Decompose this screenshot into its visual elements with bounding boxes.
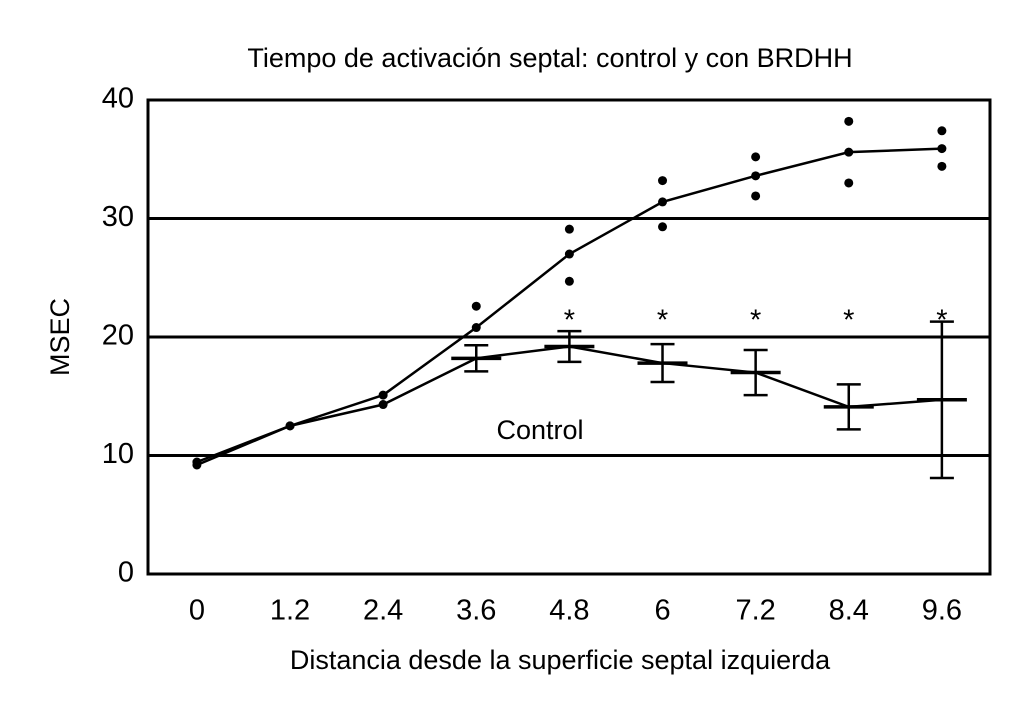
chart-title: Tiempo de activación septal: control y c… — [247, 43, 852, 73]
data-point — [751, 152, 761, 162]
significance-marker: * — [936, 305, 947, 337]
data-point — [844, 147, 854, 157]
significance-marker: * — [750, 305, 761, 337]
data-point — [378, 400, 388, 410]
series-label: Control — [496, 415, 583, 445]
y-tick-label: 20 — [102, 320, 134, 352]
y-tick-label: 10 — [102, 438, 134, 470]
data-point — [471, 301, 481, 311]
data-point — [844, 178, 854, 188]
data-point — [658, 222, 668, 232]
data-point — [378, 390, 388, 400]
x-tick-label: 7.2 — [735, 595, 775, 627]
data-point — [564, 249, 574, 259]
data-point — [844, 116, 854, 126]
data-point — [937, 161, 947, 171]
data-point — [751, 191, 761, 201]
y-axis-label: MSEC — [45, 298, 75, 376]
data-point — [192, 460, 202, 470]
x-tick-label: 6 — [654, 595, 670, 627]
data-point — [937, 144, 947, 154]
x-tick-label: 8.4 — [829, 595, 869, 627]
data-point — [751, 171, 761, 181]
data-point — [471, 323, 481, 333]
x-axis-label: Distancia desde la superficie septal izq… — [290, 645, 831, 675]
x-tick-label: 2.4 — [363, 595, 403, 627]
data-point — [564, 276, 574, 286]
data-point — [564, 224, 574, 234]
data-point — [937, 126, 947, 136]
x-tick-label: 4.8 — [549, 595, 589, 627]
data-point — [285, 421, 295, 431]
y-tick-label: 30 — [102, 201, 134, 233]
y-tick-label: 0 — [118, 557, 134, 589]
data-point — [658, 197, 668, 207]
x-tick-label: 9.6 — [922, 595, 962, 627]
data-point — [658, 176, 668, 186]
x-tick-label: 0 — [189, 595, 205, 627]
x-tick-label: 3.6 — [456, 595, 496, 627]
significance-marker: * — [657, 305, 668, 337]
significance-marker: * — [564, 305, 575, 337]
significance-marker: * — [843, 305, 854, 337]
y-tick-label: 40 — [102, 83, 134, 115]
x-tick-label: 1.2 — [270, 595, 310, 627]
